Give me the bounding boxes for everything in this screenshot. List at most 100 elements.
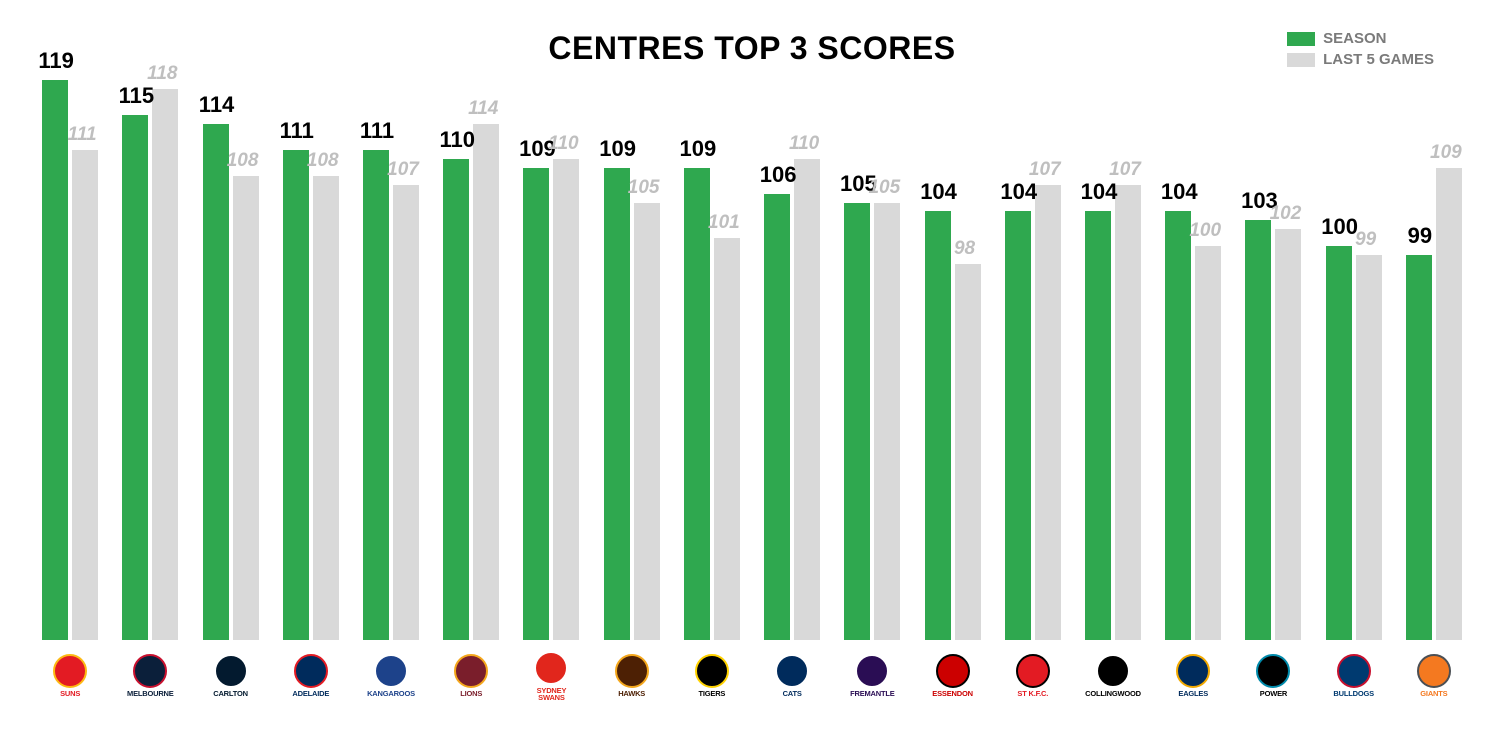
bar-group: 104107 [1003, 80, 1063, 640]
value-label-season: 104 [1069, 179, 1129, 205]
bar-last5 [313, 176, 339, 640]
team-logo-shape [1016, 654, 1050, 688]
chart-container: CENTRES TOP 3 SCORES SEASON LAST 5 GAMES… [30, 20, 1474, 710]
team-logo-shape [53, 654, 87, 688]
bar-group: 105105 [842, 80, 902, 640]
bar-group: 109101 [682, 80, 742, 640]
chart-title: CENTRES TOP 3 SCORES [548, 30, 955, 67]
team-logo-label: SUNS [60, 690, 80, 698]
team-logo-shape [1337, 654, 1371, 688]
chart-x-axis: SUNS MELBOURNE CARLTON ADELAIDE KANGAROOS LIO… [30, 645, 1474, 715]
chart-legend: SEASON LAST 5 GAMES [1287, 30, 1434, 68]
bar-group: 110114 [441, 80, 501, 640]
bar-last5 [1035, 185, 1061, 640]
bar-last5 [1115, 185, 1141, 640]
bar-group: 109110 [521, 80, 581, 640]
bar-last5 [1356, 255, 1382, 640]
legend-item-last5: LAST 5 GAMES [1287, 51, 1434, 68]
team-logo-shape [374, 654, 408, 688]
team-logo: BULLDOGS [1324, 647, 1384, 705]
team-logo: FREMANTLE [842, 647, 902, 705]
team-logo-label: ESSENDON [932, 690, 973, 698]
bar-group: 106110 [762, 80, 822, 640]
value-label-last5: 108 [293, 150, 353, 172]
team-logo-shape [534, 651, 568, 685]
team-logo: GIANTS [1404, 647, 1464, 705]
value-label-last5: 100 [1175, 220, 1235, 242]
team-logo-label: LIONS [460, 690, 482, 698]
legend-swatch-season [1287, 32, 1315, 46]
value-label-season: 110 [427, 127, 487, 153]
team-logo-label: FREMANTLE [850, 690, 894, 698]
value-label-season: 119 [26, 48, 86, 74]
value-label-last5: 110 [774, 133, 834, 155]
bar-group: 114108 [201, 80, 261, 640]
team-logo-shape [695, 654, 729, 688]
team-logo-shape [1417, 654, 1451, 688]
bar-group: 115118 [120, 80, 180, 640]
bar-group: 104107 [1083, 80, 1143, 640]
legend-item-season: SEASON [1287, 30, 1434, 47]
bar-last5 [233, 176, 259, 640]
bar-season [122, 115, 148, 640]
bar-season [925, 211, 951, 640]
bar-last5 [393, 185, 419, 640]
bar-group: 109105 [602, 80, 662, 640]
bar-group: 111107 [361, 80, 421, 640]
team-logo-shape [775, 654, 809, 688]
bar-season [764, 194, 790, 640]
team-logo-label: CATS [783, 690, 802, 698]
team-logo: LIONS [441, 647, 501, 705]
team-logo-label: ST K.F.C. [1017, 690, 1048, 698]
bar-season [1245, 220, 1271, 640]
bar-season [1085, 211, 1111, 640]
team-logo-label: COLLINGWOOD [1085, 690, 1141, 698]
team-logo-shape [1096, 654, 1130, 688]
value-label-last5: 108 [213, 150, 273, 172]
bar-last5 [152, 89, 178, 640]
legend-label-last5: LAST 5 GAMES [1323, 51, 1434, 68]
bar-season [1326, 246, 1352, 640]
team-logo-label: TIGERS [699, 690, 726, 698]
team-logo: TIGERS [682, 647, 742, 705]
value-label-season: 114 [187, 92, 247, 118]
team-logo-shape [1176, 654, 1210, 688]
team-logo-label: ADELAIDE [292, 690, 329, 698]
value-label-season: 111 [347, 118, 407, 144]
value-label-last5: 118 [132, 63, 192, 85]
value-label-season: 109 [668, 136, 728, 162]
bar-season [283, 150, 309, 640]
team-logo: MELBOURNE [120, 647, 180, 705]
value-label-season: 106 [748, 162, 808, 188]
value-label-season: 104 [989, 179, 1049, 205]
bar-season [684, 168, 710, 641]
team-logo-shape [454, 654, 488, 688]
bar-last5 [1195, 246, 1221, 640]
team-logo: ESSENDON [923, 647, 983, 705]
team-logo-shape [936, 654, 970, 688]
bar-group: 104100 [1163, 80, 1223, 640]
team-logo-label: BULLDOGS [1333, 690, 1373, 698]
value-label-season: 99 [1390, 223, 1450, 249]
bar-last5 [714, 238, 740, 641]
legend-label-season: SEASON [1323, 30, 1386, 47]
team-logo-shape [133, 654, 167, 688]
team-logo-label: KANGAROOS [367, 690, 415, 698]
value-label-season: 115 [106, 83, 166, 109]
legend-swatch-last5 [1287, 53, 1315, 67]
bar-season [203, 124, 229, 640]
bar-season [363, 150, 389, 640]
value-label-last5: 105 [614, 177, 674, 199]
value-label-last5: 105 [854, 177, 914, 199]
value-label-last5: 111 [52, 124, 112, 146]
team-logo-shape [615, 654, 649, 688]
value-label-last5: 107 [373, 159, 433, 181]
value-label-last5: 102 [1255, 203, 1315, 225]
value-label-last5: 98 [935, 238, 995, 260]
team-logo-label: CARLTON [213, 690, 248, 698]
team-logo-shape [1256, 654, 1290, 688]
chart-plot-area: 1191111151181141081111081111071101141091… [30, 80, 1474, 640]
team-logo-label: MELBOURNE [127, 690, 174, 698]
team-logo-label: POWER [1260, 690, 1287, 698]
bar-group: 119111 [40, 80, 100, 640]
